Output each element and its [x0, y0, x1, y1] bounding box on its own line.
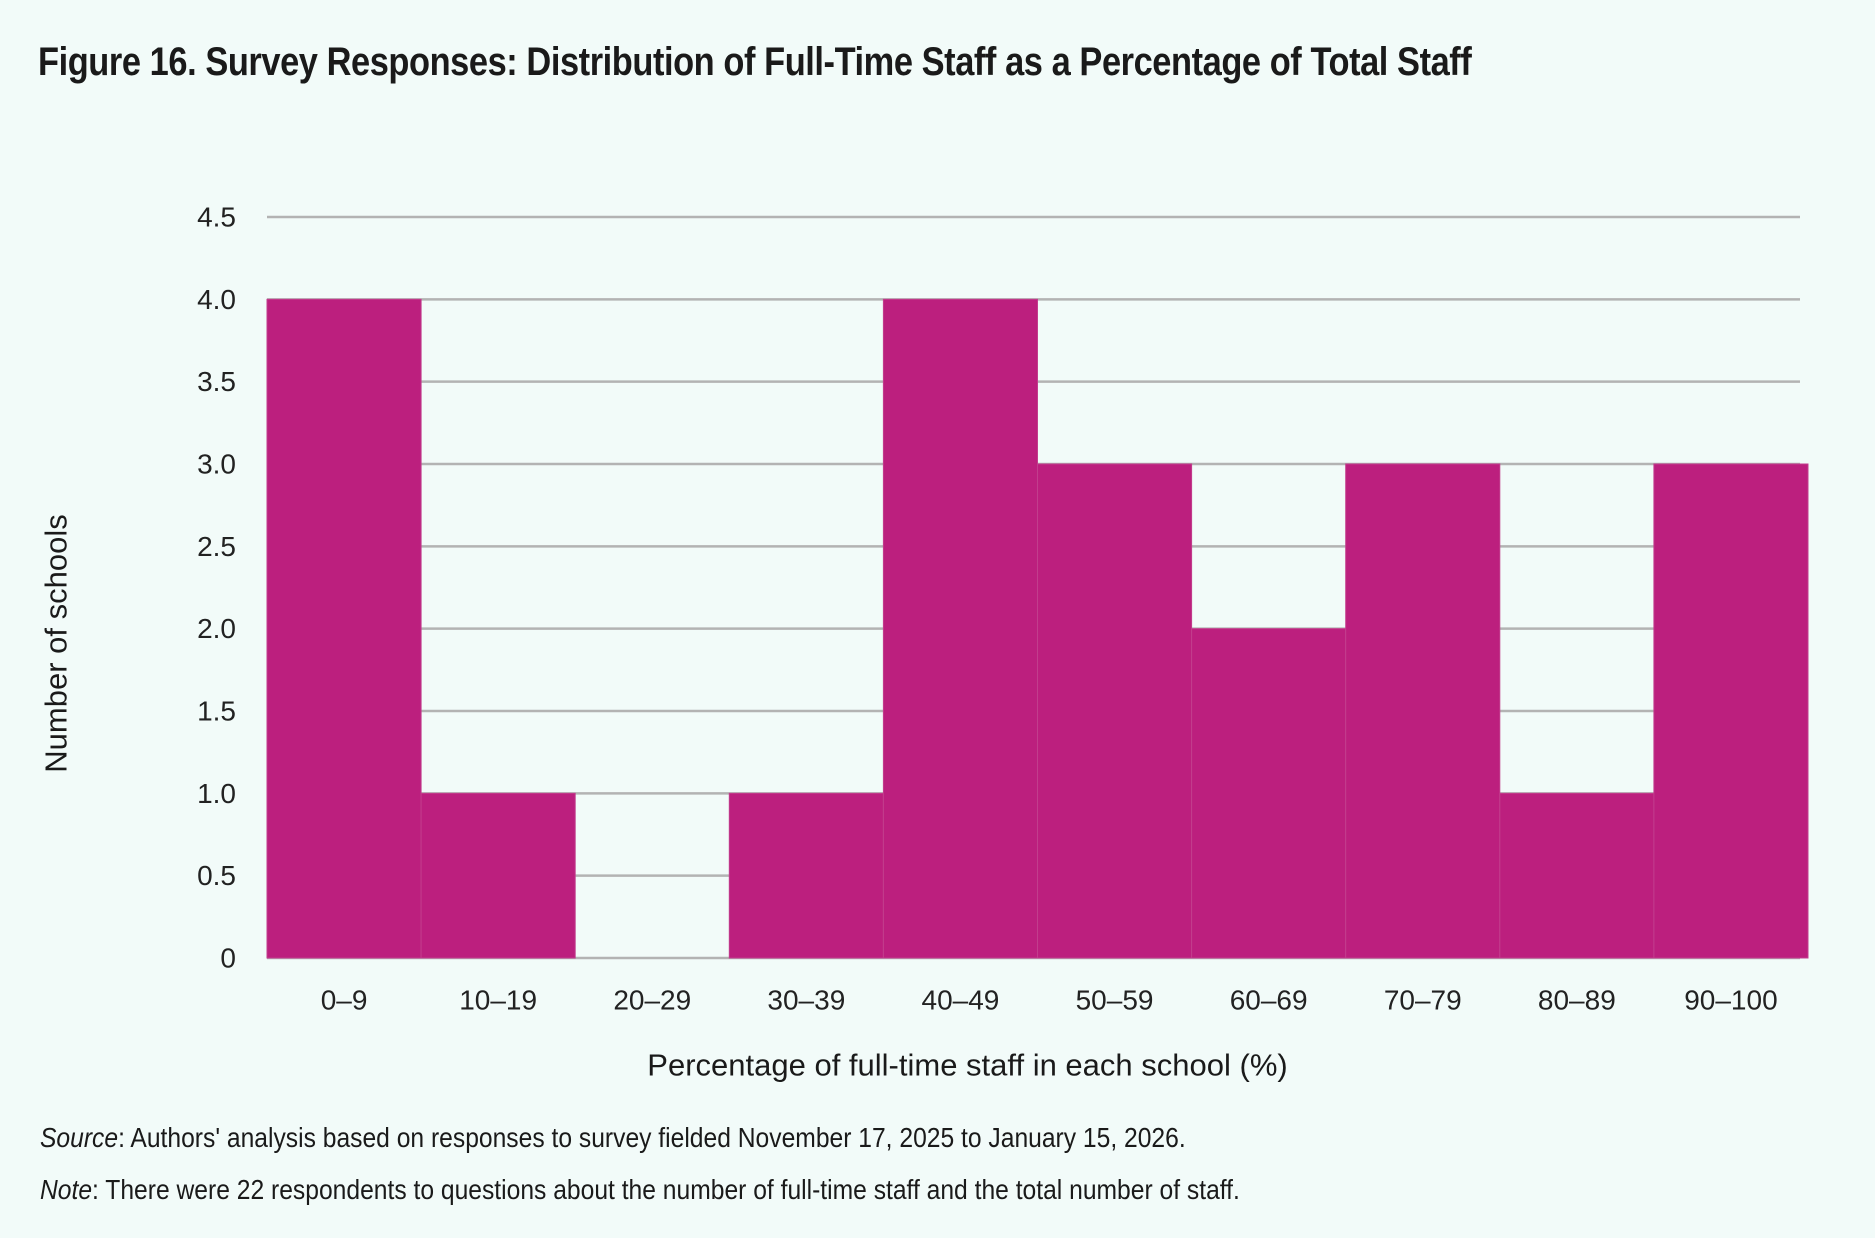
bar-80–89 — [1499, 792, 1655, 959]
histogram-chart: 0 0.5 1.0 1.5 2.0 2.5 3.0 3.5 4.0 4.5 0–9 10–19 20–… — [39, 202, 1809, 1083]
bar-70–79 — [1345, 463, 1501, 959]
x-tick-label: 70–79 — [1384, 985, 1462, 1016]
source-footnote: Source: Authors' analysis based on respo… — [40, 1118, 1186, 1158]
source-label: Source — [40, 1122, 119, 1153]
bar-10–19 — [420, 792, 576, 959]
note-label: Note — [40, 1174, 93, 1205]
bar-0–9 — [266, 298, 422, 959]
x-tick-label: 80–89 — [1538, 985, 1616, 1016]
x-tick-label: 50–59 — [1076, 985, 1154, 1016]
x-tick-label: 20–29 — [613, 985, 691, 1016]
y-tick-label: 0 — [220, 943, 236, 974]
bar-90–100 — [1653, 463, 1809, 959]
bar-50–59 — [1037, 463, 1193, 959]
y-axis-title: Number of schools — [39, 514, 74, 772]
y-axis-ticks: 0 0.5 1.0 1.5 2.0 2.5 3.0 3.5 4.0 4.5 — [197, 202, 236, 974]
y-tick-label: 2.5 — [197, 531, 236, 562]
note-footnote: Note: There were 22 respondents to quest… — [40, 1170, 1240, 1210]
y-tick-label: 3.0 — [197, 449, 236, 480]
bar-30–39 — [728, 792, 884, 959]
x-tick-label: 30–39 — [767, 985, 845, 1016]
note-text: : There were 22 respondents to questions… — [92, 1174, 1240, 1205]
y-tick-label: 1.5 — [197, 696, 236, 727]
y-tick-label: 3.5 — [197, 366, 236, 397]
y-tick-label: 4.0 — [197, 284, 236, 315]
y-tick-label: 2.0 — [197, 613, 236, 644]
x-tick-label: 40–49 — [922, 985, 1000, 1016]
y-tick-label: 4.5 — [197, 202, 236, 233]
x-tick-label: 60–69 — [1230, 985, 1308, 1016]
x-axis-title: Percentage of full-time staff in each sc… — [647, 1048, 1287, 1083]
bars — [266, 298, 1809, 959]
y-tick-label: 0.5 — [197, 860, 236, 891]
x-axis-ticks: 0–9 10–19 20–29 30–39 40–49 50–59 60–69 70–79 80… — [321, 985, 1778, 1016]
x-tick-label: 10–19 — [459, 985, 537, 1016]
x-tick-label: 90–100 — [1684, 985, 1777, 1016]
bar-60–69 — [1191, 628, 1347, 959]
bar-40–49 — [882, 298, 1039, 959]
source-text: : Authors' analysis based on responses t… — [118, 1122, 1186, 1153]
y-tick-label: 1.0 — [197, 778, 236, 809]
x-tick-label: 0–9 — [321, 985, 368, 1016]
figure-title: Figure 16. Survey Responses: Distributio… — [38, 40, 1472, 84]
